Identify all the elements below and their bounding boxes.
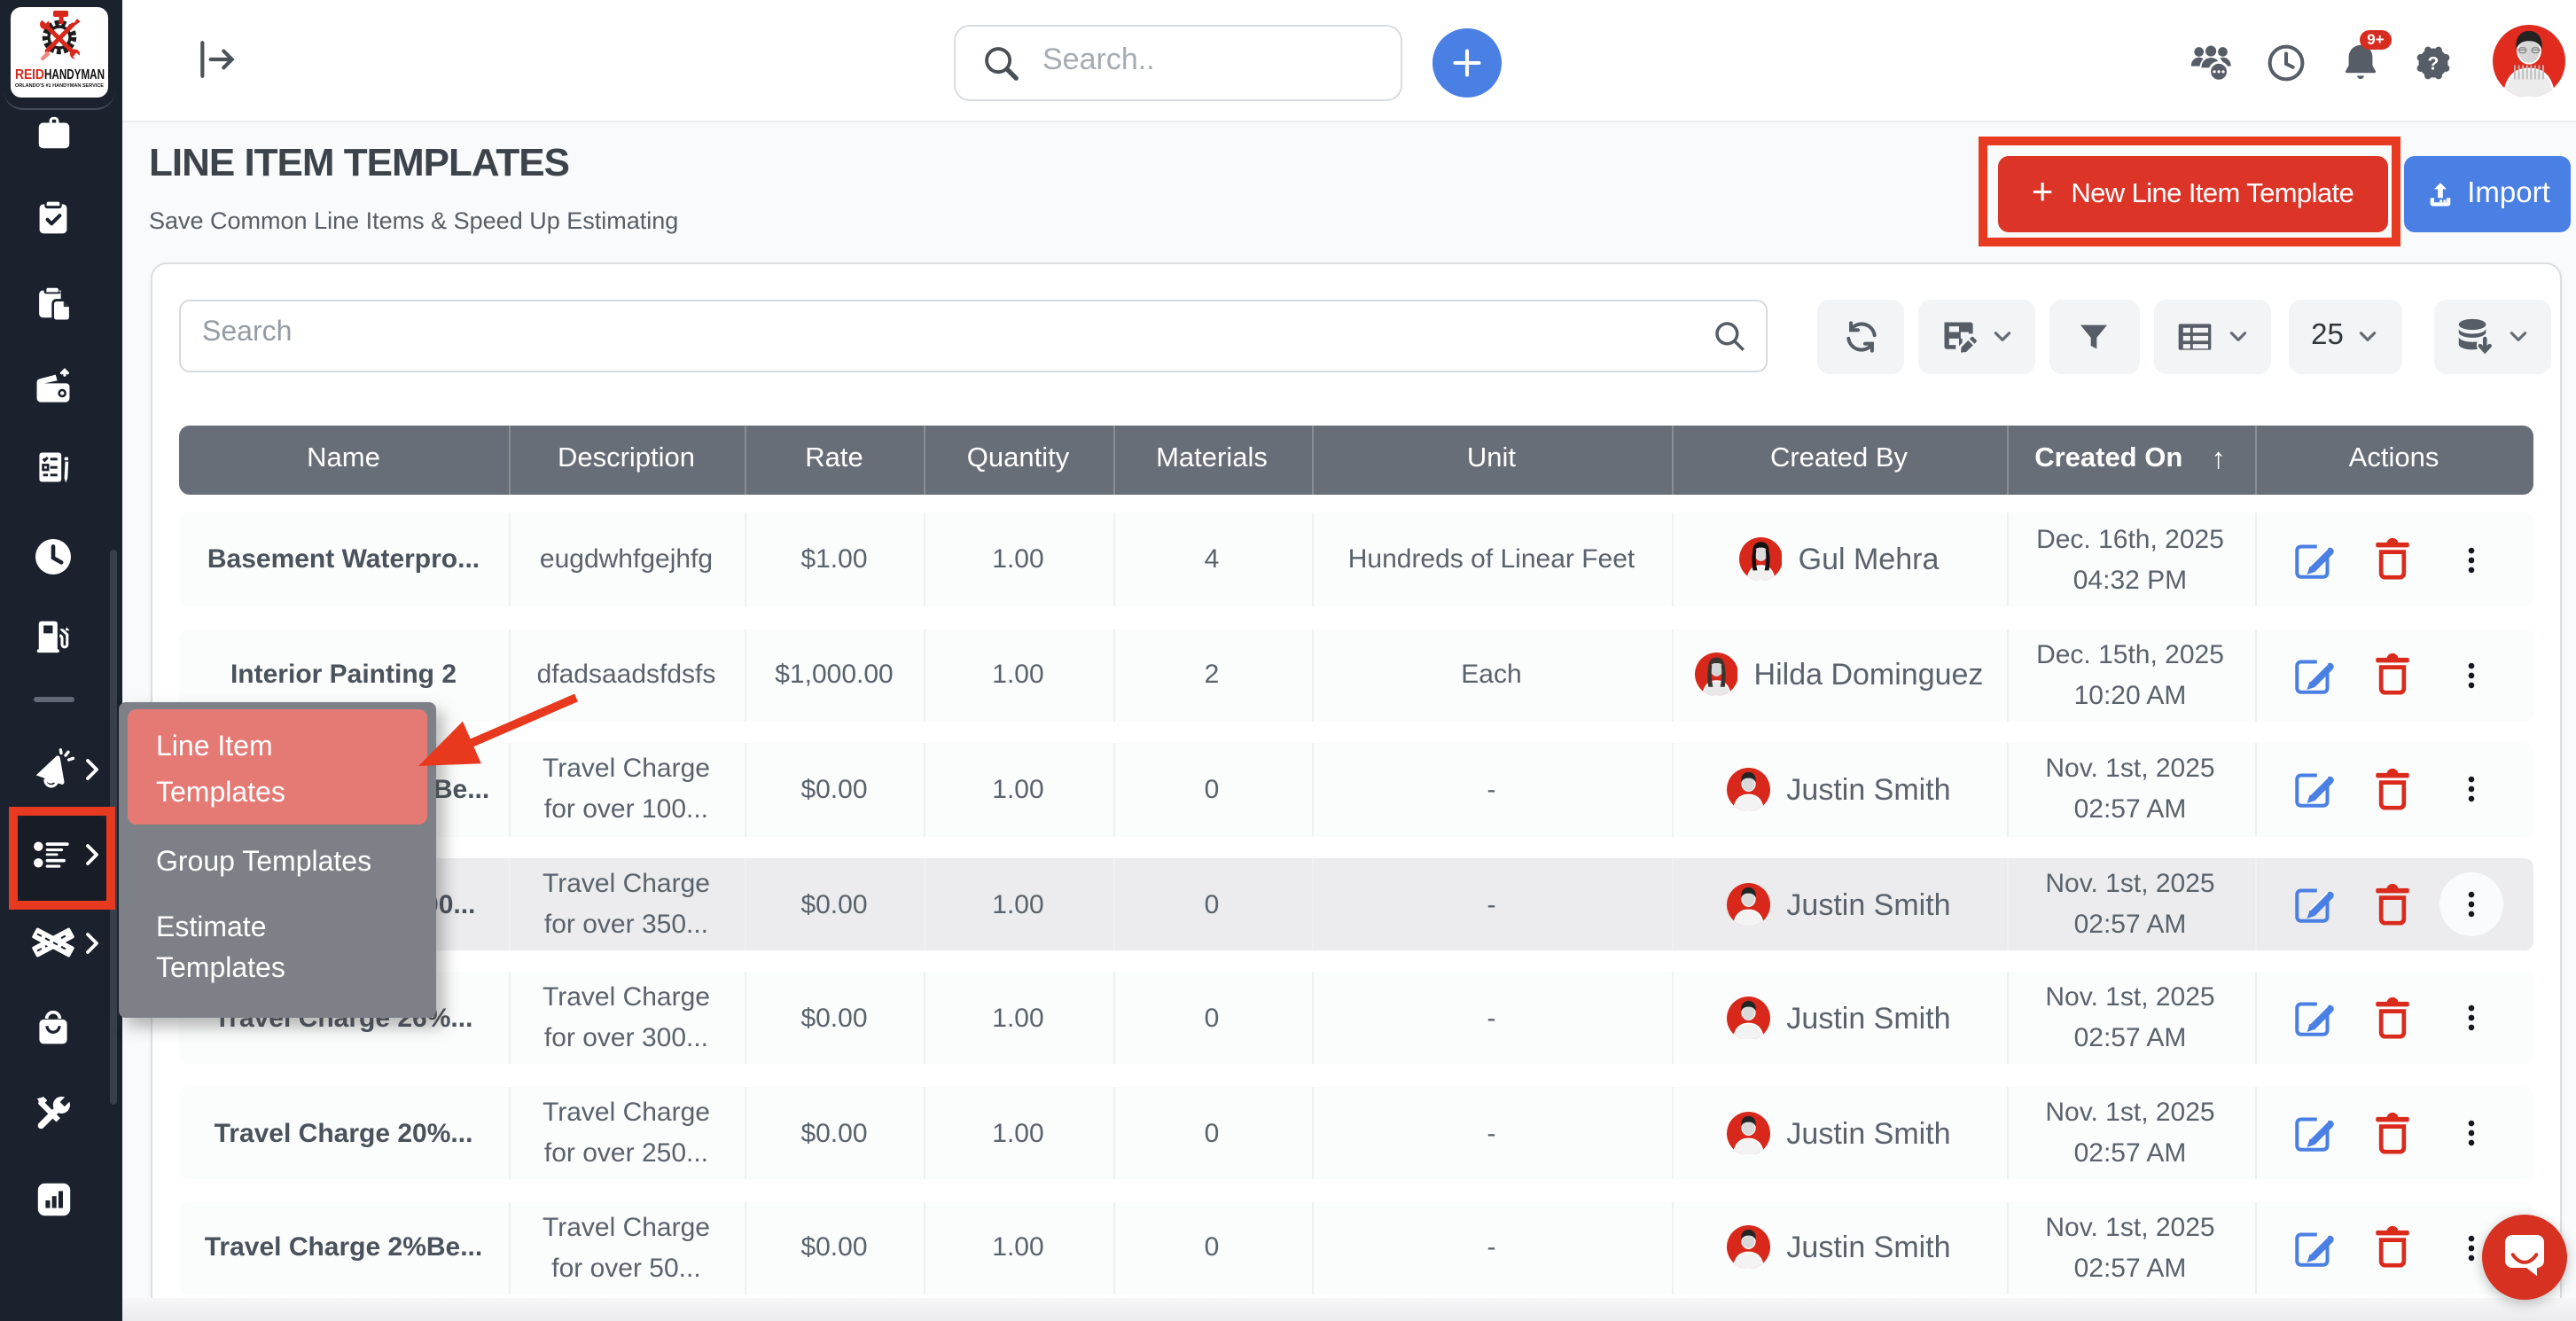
svg-text:HANDYMAN: HANDYMAN (43, 67, 104, 82)
svg-text:REID: REID (14, 67, 43, 82)
svg-text:ORLANDO'S #1 HANDYMAN SERVICE: ORLANDO'S #1 HANDYMAN SERVICE (14, 83, 103, 89)
svg-text:?: ? (2428, 52, 2439, 73)
